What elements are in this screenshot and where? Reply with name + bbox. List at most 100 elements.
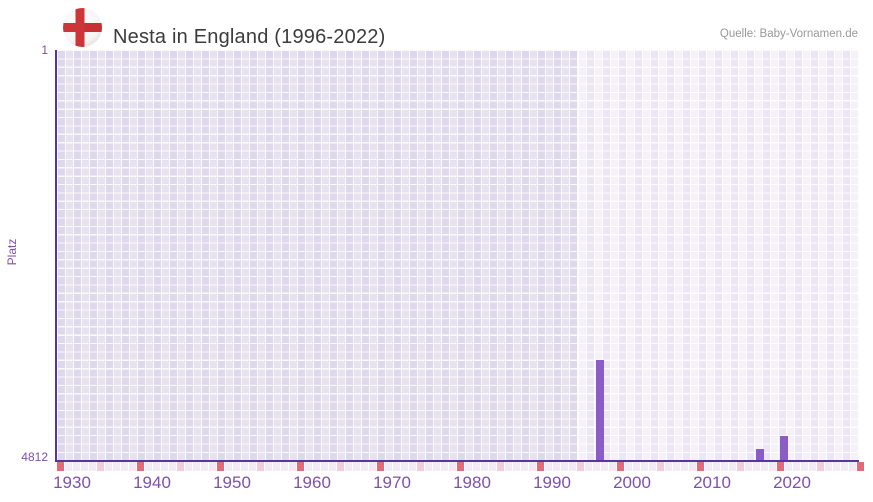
chart-title: Nesta in England (1996-2022) <box>113 26 386 49</box>
axis-tick-cell <box>457 462 464 471</box>
axis-tick-cell <box>761 462 768 471</box>
axis-tick-cell <box>553 462 560 471</box>
axis-tick-cell <box>537 462 544 471</box>
y-axis-title: Platz <box>5 238 19 266</box>
axis-tick-cell <box>625 462 632 471</box>
axis-tick-cell <box>105 462 112 471</box>
x-axis-labels: 1930 1940 1950 1960 1970 1980 1990 2000 2010 2020 <box>0 473 873 493</box>
x-tick-label-2010: 2010 <box>693 473 731 492</box>
axis-tick-cell <box>57 462 64 471</box>
axis-tick-cell <box>577 462 584 471</box>
axis-tick-cell <box>849 462 856 471</box>
x-tick-label-2020: 2020 <box>773 473 811 492</box>
axis-tick-cell <box>665 462 672 471</box>
axis-tick-cell <box>377 462 384 471</box>
axis-tick-cell <box>281 462 288 471</box>
axis-tick-cell <box>385 462 392 471</box>
axis-tick-cell <box>713 462 720 471</box>
grid-background-data-years <box>578 50 859 460</box>
axis-tick-cell <box>305 462 312 471</box>
y-axis-min-label: 4812 <box>21 450 48 464</box>
grid-background-early-years <box>57 50 578 460</box>
axis-tick-cell <box>113 462 120 471</box>
x-tick-label-2000: 2000 <box>613 473 651 492</box>
axis-tick-cell <box>857 462 864 471</box>
axis-tick-cell <box>729 462 736 471</box>
axis-tick-cell <box>241 462 248 471</box>
axis-tick-cell <box>689 462 696 471</box>
source-attribution: Quelle: Baby-Vornamen.de <box>719 28 858 40</box>
axis-tick-cell <box>353 462 360 471</box>
axis-tick-cell <box>257 462 264 471</box>
axis-tick-cell <box>273 462 280 471</box>
y-axis-max-label: 1 <box>41 43 48 57</box>
axis-tick-cell <box>153 462 160 471</box>
axis-tick-cell <box>489 462 496 471</box>
axis-tick-cell <box>137 462 144 471</box>
axis-tick-cell <box>81 462 88 471</box>
plot-area <box>55 50 859 462</box>
axis-tick-cell <box>721 462 728 471</box>
bar-2019[interactable] <box>780 436 788 460</box>
axis-tick-cell <box>441 462 448 471</box>
axis-tick-cell <box>545 462 552 471</box>
axis-tick-cell <box>793 462 800 471</box>
axis-tick-cell <box>841 462 848 471</box>
axis-tick-cell <box>777 462 784 471</box>
axis-tick-cell <box>417 462 424 471</box>
axis-tick-cell <box>769 462 776 471</box>
axis-tick-cell <box>233 462 240 471</box>
x-tick-label-1960: 1960 <box>293 473 331 492</box>
axis-tick-cell <box>809 462 816 471</box>
axis-tick-cell <box>529 462 536 471</box>
axis-tick-cell <box>681 462 688 471</box>
axis-tick-cell <box>449 462 456 471</box>
axis-tick-cell <box>321 462 328 471</box>
axis-tick-cell <box>329 462 336 471</box>
axis-tick-cell <box>561 462 568 471</box>
x-tick-label-1990: 1990 <box>533 473 571 492</box>
axis-tick-cell <box>121 462 128 471</box>
axis-tick-cell <box>361 462 368 471</box>
axis-tick-cell <box>249 462 256 471</box>
axis-tick-cell <box>193 462 200 471</box>
axis-tick-cell <box>817 462 824 471</box>
england-flag-icon <box>63 8 102 47</box>
axis-tick-cell <box>185 462 192 471</box>
axis-tick-cell <box>745 462 752 471</box>
axis-tick-cell <box>465 462 472 471</box>
axis-tick-cell <box>209 462 216 471</box>
axis-tick-cell <box>673 462 680 471</box>
axis-tick-cell <box>481 462 488 471</box>
axis-tick-cell <box>785 462 792 471</box>
axis-tick-cell <box>217 462 224 471</box>
axis-tick-cell <box>801 462 808 471</box>
axis-tick-cell <box>337 462 344 471</box>
bar-2016[interactable] <box>756 449 764 460</box>
axis-tick-cell <box>409 462 416 471</box>
axis-tick-cell <box>201 462 208 471</box>
axis-tick-cell <box>161 462 168 471</box>
axis-tick-cell <box>433 462 440 471</box>
x-axis-tick-strip <box>57 462 864 471</box>
axis-tick-cell <box>65 462 72 471</box>
axis-tick-cell <box>393 462 400 471</box>
axis-tick-cell <box>289 462 296 471</box>
axis-tick-cell <box>497 462 504 471</box>
bar-1996[interactable] <box>596 360 604 460</box>
axis-tick-cell <box>513 462 520 471</box>
axis-tick-cell <box>657 462 664 471</box>
axis-tick-cell <box>145 462 152 471</box>
axis-tick-cell <box>601 462 608 471</box>
x-tick-label-1930: 1930 <box>53 473 91 492</box>
x-tick-label-1940: 1940 <box>133 473 171 492</box>
axis-tick-cell <box>297 462 304 471</box>
axis-tick-cell <box>505 462 512 471</box>
axis-tick-cell <box>313 462 320 471</box>
axis-tick-cell <box>833 462 840 471</box>
axis-tick-cell <box>265 462 272 471</box>
axis-tick-cell <box>617 462 624 471</box>
axis-tick-cell <box>593 462 600 471</box>
axis-tick-cell <box>825 462 832 471</box>
